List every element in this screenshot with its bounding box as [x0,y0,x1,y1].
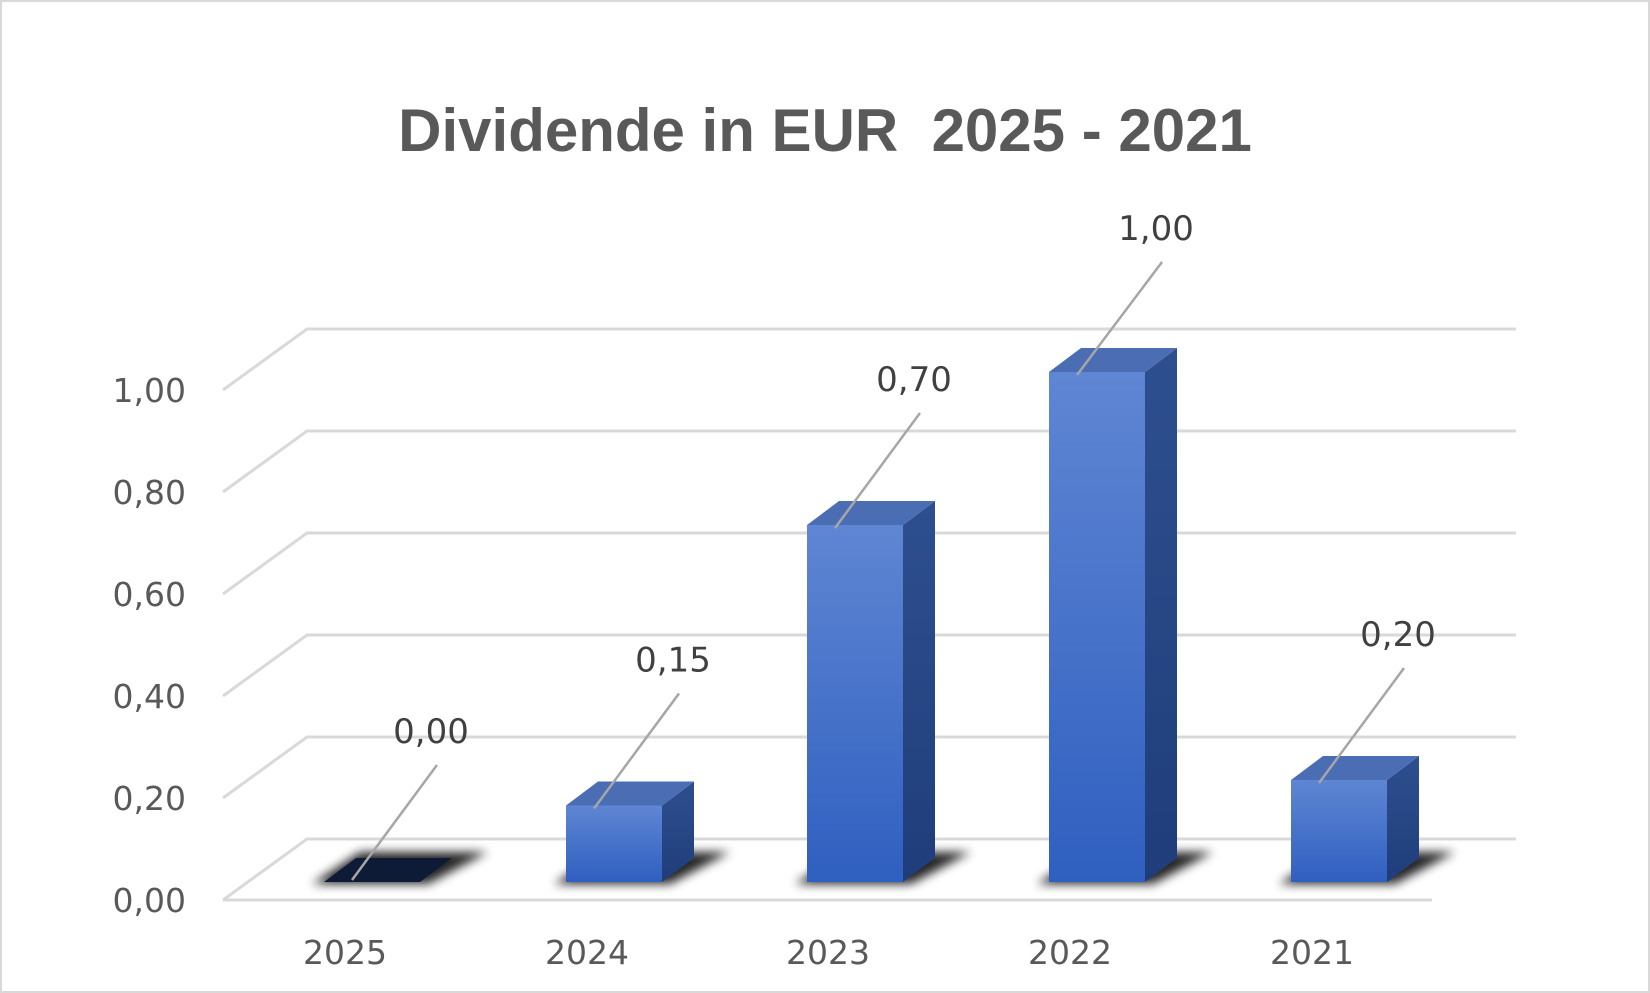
x-axis-categories: 2025 2024 2023 2022 2021 [303,933,1354,972]
gridline-5 [222,327,1516,392]
data-label-leaders [350,261,1406,881]
y-tick-label: 0,20 [113,779,186,818]
data-label: 0,00 [393,712,469,752]
x-tick-label: 2024 [545,933,629,972]
leader-line [1317,667,1406,784]
x-tick-label: 2022 [1028,933,1112,972]
y-tick-label: 0,00 [113,881,186,920]
bar-top-2024 [566,781,694,806]
bar-top-2022 [1049,348,1177,372]
data-label: 0,20 [1360,615,1436,655]
leader-line [833,412,922,529]
leader-line [592,692,681,810]
bar-side-2022 [1145,348,1177,882]
bar-side-2024 [662,781,694,882]
data-label: 1,00 [1118,209,1194,249]
bar-2021 [1291,780,1387,882]
chart-title: Dividende in EUR 2025 - 2021 [398,97,1252,164]
data-labels: 0,00 0,15 0,70 1,00 0,20 [393,209,1436,752]
bar-2022 [1049,372,1145,882]
bars [312,348,1455,884]
x-tick-label: 2025 [303,933,387,972]
x-tick-label: 2021 [1270,933,1354,972]
y-tick-label: 0,40 [113,677,186,716]
bar-2024 [566,805,662,882]
bar-side-2021 [1387,756,1419,882]
data-label: 0,70 [876,360,952,400]
bar-top-2021 [1291,756,1419,780]
bar-2023 [807,525,903,882]
bar-side-2023 [903,501,935,882]
leader-line [350,764,439,881]
data-label: 0,15 [635,641,711,681]
bar-top-2023 [807,501,935,525]
y-tick-label: 1,00 [113,371,186,410]
y-axis-ticks: 0,00 0,20 0,40 0,60 0,80 1,00 [113,371,186,920]
y-tick-label: 0,60 [113,575,186,614]
x-tick-label: 2023 [786,933,870,972]
leader-line [1076,261,1163,376]
y-tick-label: 0,80 [113,473,186,512]
